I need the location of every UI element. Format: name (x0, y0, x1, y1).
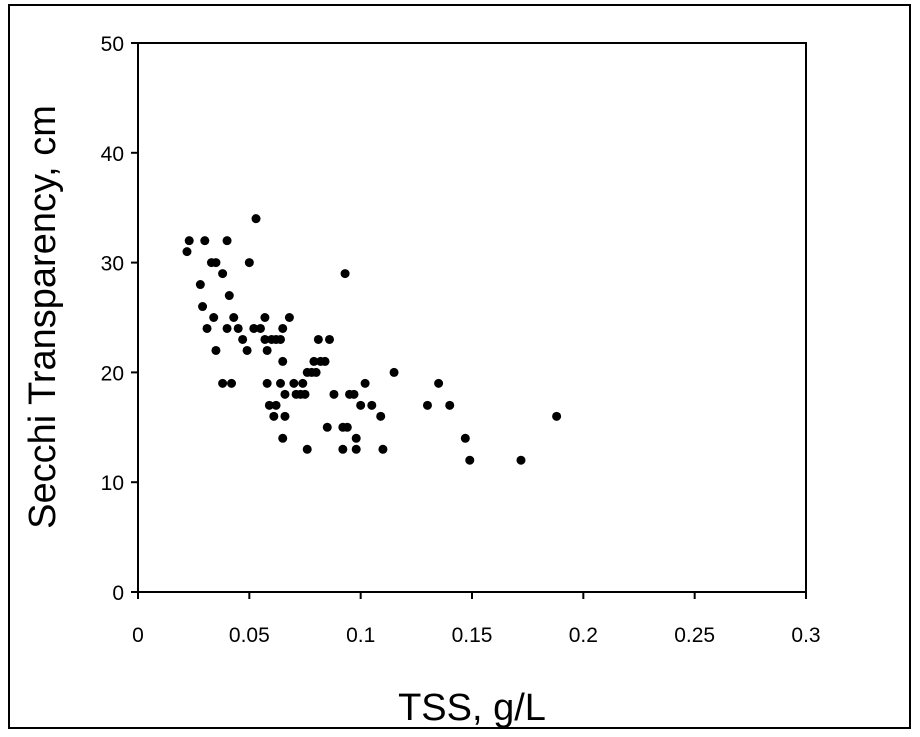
data-point (222, 236, 232, 246)
data-point (516, 455, 526, 465)
data-point (209, 313, 219, 322)
data-point (264, 400, 274, 410)
x-tick-label: 0.25 (674, 624, 715, 647)
data-point (184, 236, 194, 246)
x-tick-label: 0.1 (346, 624, 375, 647)
data-point (280, 411, 290, 421)
data-point (224, 291, 234, 301)
chart-frame (8, 4, 911, 729)
data-point (271, 400, 281, 410)
data-point (302, 444, 312, 454)
data-point (422, 400, 432, 410)
data-point (320, 356, 330, 366)
data-point (242, 345, 252, 355)
y-tick-label: 40 (101, 143, 124, 166)
data-point (244, 258, 254, 268)
data-point (211, 258, 221, 268)
data-point (269, 411, 279, 421)
data-point (389, 367, 399, 377)
x-axis-ticks: 0 0.05 0.1 0.15 0.2 0.25 0.3 (132, 592, 821, 647)
data-point (311, 367, 321, 377)
data-point (222, 323, 232, 333)
data-point (262, 378, 272, 388)
x-tick-label: 0 (132, 624, 144, 647)
data-point (298, 378, 308, 388)
y-tick-label: 30 (101, 253, 124, 276)
data-point (356, 400, 366, 410)
data-point (313, 334, 323, 344)
data-point (378, 444, 388, 454)
data-point (284, 313, 294, 322)
data-point (342, 422, 352, 432)
data-point (249, 323, 259, 333)
data-point (338, 444, 348, 454)
data-point (460, 433, 470, 443)
data-point (182, 247, 192, 257)
y-tick-label: 10 (101, 472, 124, 495)
data-point (300, 389, 310, 399)
data-point (276, 334, 286, 344)
data-point (434, 378, 444, 388)
y-tick-label: 0 (112, 582, 124, 605)
data-point (280, 389, 290, 399)
data-point (260, 313, 270, 322)
data-point (238, 334, 248, 344)
x-tick-label: 0.05 (229, 624, 270, 647)
x-tick-label: 0.2 (569, 624, 598, 647)
y-axis-title: Secchi Transparency, cm (22, 105, 64, 529)
data-point (278, 356, 288, 366)
data-point (260, 334, 270, 344)
data-point (202, 323, 212, 333)
data-point (278, 323, 288, 333)
y-tick-label: 50 (101, 33, 124, 56)
x-tick-label: 0.3 (791, 624, 820, 647)
data-point (322, 422, 332, 432)
data-point (211, 345, 221, 355)
data-point (349, 389, 359, 399)
x-tick-label: 0.15 (452, 624, 493, 647)
data-point (195, 280, 205, 290)
data-point (324, 334, 334, 344)
data-point (340, 269, 350, 279)
data-point (233, 323, 243, 333)
data-point (376, 411, 386, 421)
data-point (360, 378, 370, 388)
data-point (367, 400, 377, 410)
data-point (351, 444, 361, 454)
data-point (289, 378, 299, 388)
data-point (351, 433, 361, 443)
y-axis-ticks: 0 10 20 30 40 50 (101, 33, 138, 605)
data-point (218, 378, 228, 388)
data-point (218, 269, 228, 279)
data-point (229, 313, 239, 322)
data-points (182, 214, 562, 465)
data-point (309, 356, 319, 366)
data-point (445, 400, 455, 410)
y-tick-label: 20 (101, 362, 124, 385)
data-point (227, 378, 237, 388)
data-point (251, 214, 261, 224)
data-point (262, 345, 272, 355)
data-point (465, 455, 475, 465)
x-axis-title: TSS, g/L (398, 687, 546, 729)
data-point (276, 378, 286, 388)
data-point (278, 433, 288, 443)
data-point (552, 411, 562, 421)
data-point (198, 302, 208, 312)
data-point (200, 236, 210, 246)
data-point (255, 323, 265, 333)
data-point (329, 389, 339, 399)
